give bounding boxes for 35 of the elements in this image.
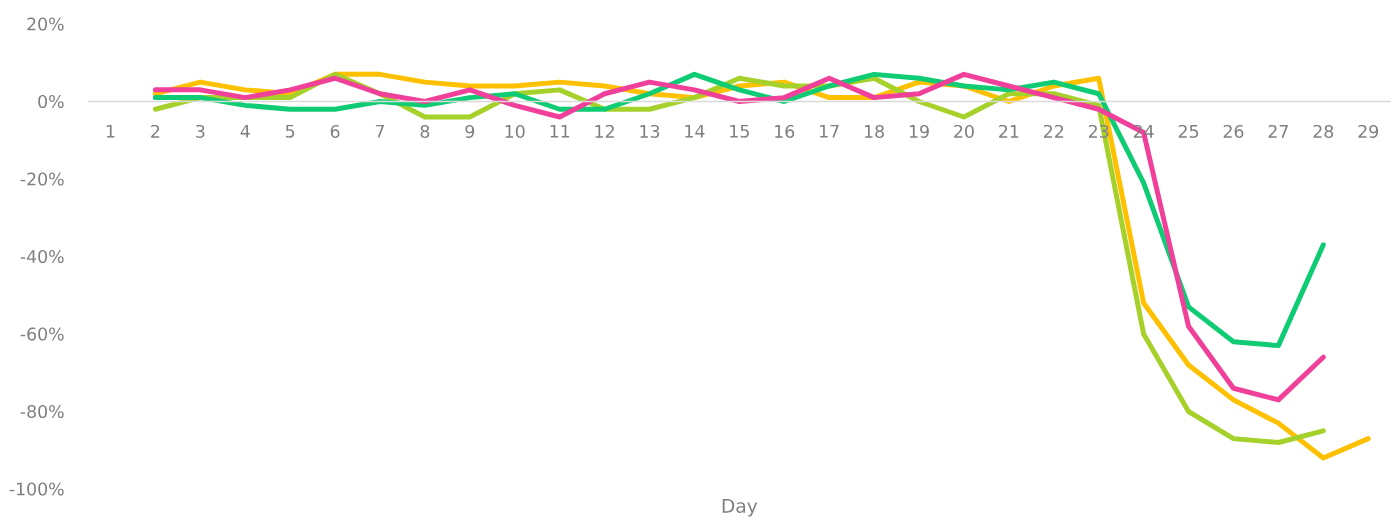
y-tick-label: -80%: [20, 404, 64, 419]
x-tick-label: 6: [330, 124, 340, 138]
x-tick-label: 17: [820, 124, 839, 138]
x-tick-label: 8: [420, 124, 430, 138]
y-tick-label: -40%: [20, 249, 64, 264]
y-tick-label: 20%: [27, 17, 64, 31]
x-tick-label: 10: [505, 124, 525, 138]
x-tick-label: 21: [999, 124, 1019, 138]
x-tick-label: 27: [1268, 124, 1288, 138]
x-tick-label: 14: [685, 124, 705, 138]
x-tick-label: 9: [465, 124, 475, 138]
x-tick-label: 20: [954, 124, 974, 138]
y-tick-label: -100%: [9, 482, 64, 496]
x-tick-label: 3: [196, 124, 205, 138]
x-tick-label: 18: [864, 124, 884, 138]
y-tick-label: -60%: [20, 327, 64, 341]
x-tick-label: 1: [106, 124, 115, 138]
x-axis-title: Day: [722, 499, 758, 517]
x-tick-label: 5: [285, 124, 295, 138]
x-tick-label: 7: [375, 124, 385, 138]
x-tick-label: 2: [151, 124, 160, 138]
x-tick-label: 28: [1313, 124, 1334, 138]
x-tick-label: 19: [909, 124, 929, 138]
x-tick-label: 12: [595, 124, 614, 138]
x-tick-label: 16: [775, 124, 795, 138]
x-tick-label: 26: [1223, 124, 1244, 138]
x-tick-label: 4: [240, 124, 250, 138]
x-tick-label: 13: [640, 124, 660, 138]
x-tick-label: 11: [550, 124, 570, 138]
y-tick-label: -20%: [20, 172, 64, 186]
x-tick-label: 29: [1358, 124, 1379, 138]
x-tick-label: 15: [730, 124, 749, 138]
y-tick-label: 0%: [38, 94, 64, 109]
x-tick-label: 25: [1178, 124, 1199, 138]
x-tick-label: 22: [1044, 124, 1064, 138]
